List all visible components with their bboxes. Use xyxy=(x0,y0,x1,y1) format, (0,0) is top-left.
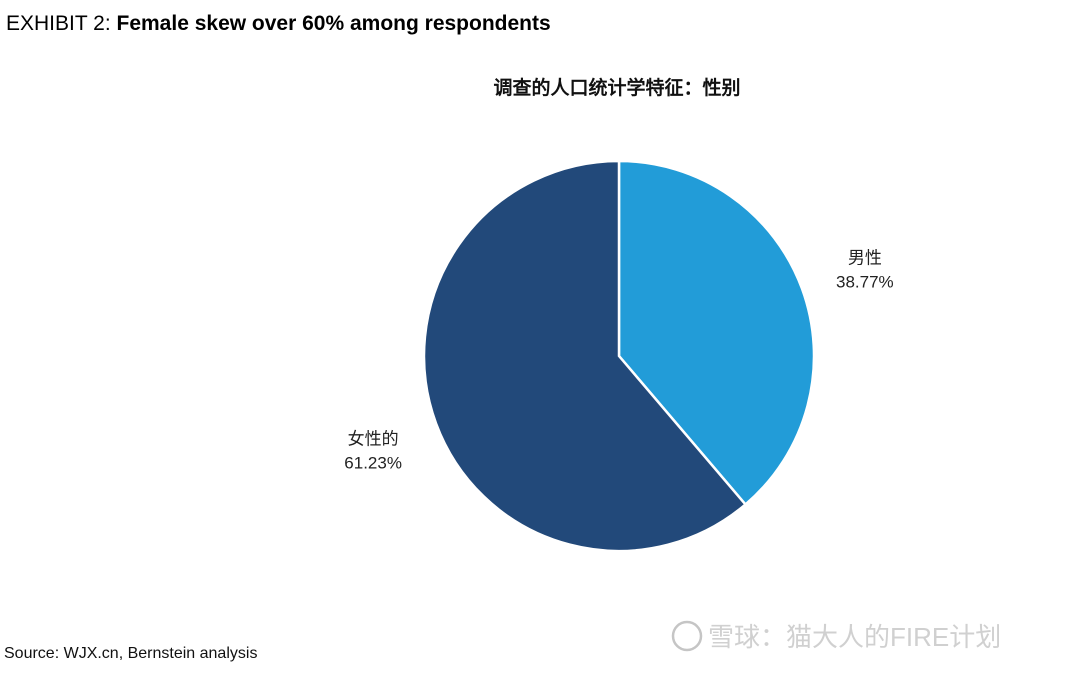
watermark-group: 雪球：猫大人的FIRE计划 xyxy=(671,620,1001,652)
slice-category-label: 男性 xyxy=(848,248,882,267)
pie: 男性 38.77% 女性的 61.23% xyxy=(344,159,894,553)
header: EXHIBIT 2: Female skew over 60% among re… xyxy=(6,12,551,35)
slice-value-label: 61.23% xyxy=(344,454,402,473)
pie-slice xyxy=(617,159,816,507)
exhibit-label: EXHIBIT 2: xyxy=(6,12,111,35)
slice-value-label: 38.77% xyxy=(836,272,894,291)
watermark-icon xyxy=(671,620,703,652)
pie-slice xyxy=(422,159,748,553)
headline: Female skew over 60% among respondents xyxy=(117,12,551,35)
watermark: 雪球：猫大人的FIRE计划 xyxy=(708,622,1001,652)
source: Source: WJX.cn, Bernstein analysis xyxy=(4,645,257,662)
slice-category-label: 女性的 xyxy=(348,430,399,449)
chart-title: 调查的人口统计学特征：性别 xyxy=(493,76,740,99)
